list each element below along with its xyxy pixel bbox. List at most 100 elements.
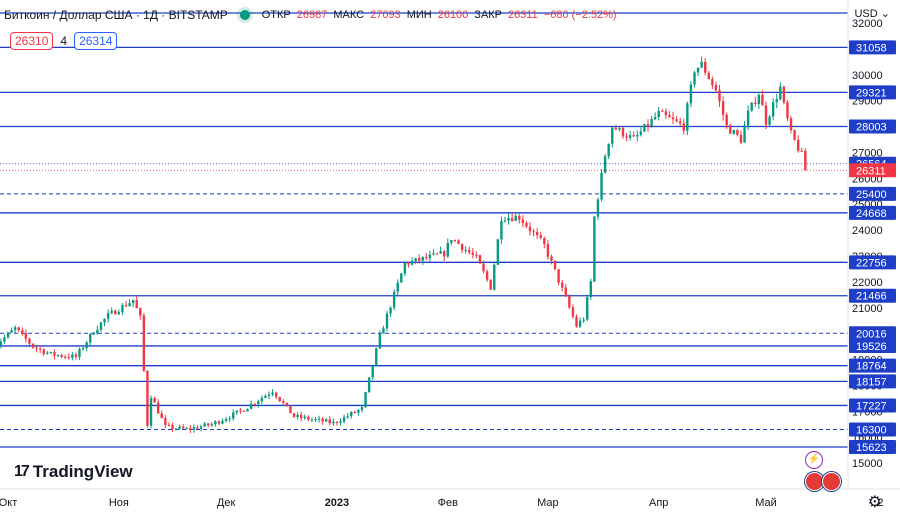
candle-body — [725, 114, 728, 126]
candle-body — [74, 354, 78, 357]
candle-body — [371, 365, 374, 378]
candle-body — [564, 287, 567, 297]
candle-body — [285, 402, 289, 406]
candle-body — [557, 269, 560, 283]
level-price-tag — [849, 85, 896, 100]
level-price-label: 24668 — [856, 208, 887, 220]
candle-body — [142, 315, 146, 371]
candle-body — [92, 333, 96, 335]
candle-body — [314, 419, 317, 421]
level-price-label: 21466 — [856, 291, 887, 303]
candle-body — [171, 424, 174, 430]
candle-body — [317, 418, 321, 420]
candle-body — [81, 348, 85, 350]
candle-body — [668, 115, 671, 118]
chevron-down-icon: ⌄ — [880, 8, 890, 20]
candle-body — [339, 421, 342, 423]
market-status-icon — [239, 10, 250, 20]
candle-body — [332, 421, 335, 424]
candle-body — [550, 256, 553, 261]
candle-body — [196, 427, 199, 429]
candle-body — [203, 423, 206, 427]
candle-body — [503, 220, 507, 222]
candle-body — [13, 327, 17, 331]
candle-body — [239, 410, 242, 412]
candle-body — [607, 143, 610, 157]
candle-body — [543, 238, 546, 245]
candle-body — [535, 232, 539, 236]
candle-body — [156, 402, 160, 414]
current-price-label: 26311 — [856, 165, 886, 177]
candle-body — [3, 337, 6, 342]
candle-body — [274, 392, 278, 398]
level-price-tag — [849, 398, 896, 413]
candle-body — [432, 253, 435, 255]
candle-body — [600, 172, 603, 200]
candle-body — [6, 332, 10, 338]
logo-text: TradingView — [32, 462, 133, 481]
level-price-label: 20016 — [856, 328, 887, 340]
candle-body — [757, 94, 761, 104]
candle-body — [443, 251, 446, 257]
gear-icon[interactable]: ⚙ — [867, 494, 882, 511]
candle-body — [435, 253, 439, 255]
y-tick-label: 30000 — [852, 70, 883, 82]
candle-body — [385, 313, 389, 329]
currency-label: USD — [854, 8, 878, 20]
level-price-label: 18157 — [856, 376, 887, 388]
candle-body — [779, 86, 782, 100]
candle-body — [500, 220, 503, 240]
currency-selector[interactable]: USD ⌄ — [854, 7, 890, 20]
candle-body — [671, 117, 675, 120]
candle-body — [56, 355, 60, 357]
level-price-tag — [849, 40, 896, 55]
level-price-tag — [849, 439, 896, 454]
candle-body — [128, 303, 131, 307]
candle-body — [457, 240, 460, 244]
bolt-icon[interactable]: ⚡ — [805, 451, 823, 469]
buy-button[interactable]: 26314 — [74, 32, 118, 50]
candle-body — [232, 412, 235, 419]
candle-body — [764, 105, 768, 125]
candle-body — [31, 343, 35, 348]
open-label: ОТКР — [261, 9, 291, 21]
candle-body — [257, 401, 260, 405]
candle-body — [693, 72, 696, 85]
candle-body — [643, 124, 646, 132]
candle-body — [682, 123, 685, 131]
candle-body — [518, 216, 521, 220]
level-price-tag — [849, 374, 896, 389]
candle-body — [789, 118, 793, 131]
candle-body — [224, 419, 228, 421]
low-label: МИН — [406, 9, 432, 21]
candle-body — [350, 412, 353, 417]
candle-body — [307, 416, 310, 420]
x-tick-label: Фев — [438, 497, 458, 509]
candle-body — [632, 135, 635, 137]
candle-body — [625, 136, 628, 138]
candle-body — [704, 61, 707, 73]
symbol-title[interactable]: Биткоин / Доллар США · 1Д · BITSTAMP — [4, 8, 228, 22]
candle-body — [782, 86, 786, 103]
y-tick-label: 27000 — [852, 147, 883, 159]
candle-body — [754, 102, 757, 104]
candle-body — [771, 102, 775, 117]
high-label: МАКС — [333, 9, 365, 21]
candle-body — [414, 258, 417, 261]
sell-button[interactable]: 26310 — [10, 32, 54, 50]
candle-body — [114, 310, 117, 315]
candle-body — [482, 263, 485, 272]
candle-body — [568, 296, 571, 308]
flag-icon[interactable] — [822, 472, 841, 491]
candle-body — [575, 316, 578, 327]
level-price-tag — [849, 205, 896, 220]
candle-body — [410, 260, 414, 265]
candle-body — [786, 102, 789, 119]
level-price-tag — [849, 326, 896, 341]
y-tick-label: 21000 — [852, 303, 883, 315]
candle-body — [235, 410, 239, 413]
candle-body — [743, 125, 746, 143]
candle-body — [164, 418, 167, 425]
candle-body — [750, 102, 753, 111]
